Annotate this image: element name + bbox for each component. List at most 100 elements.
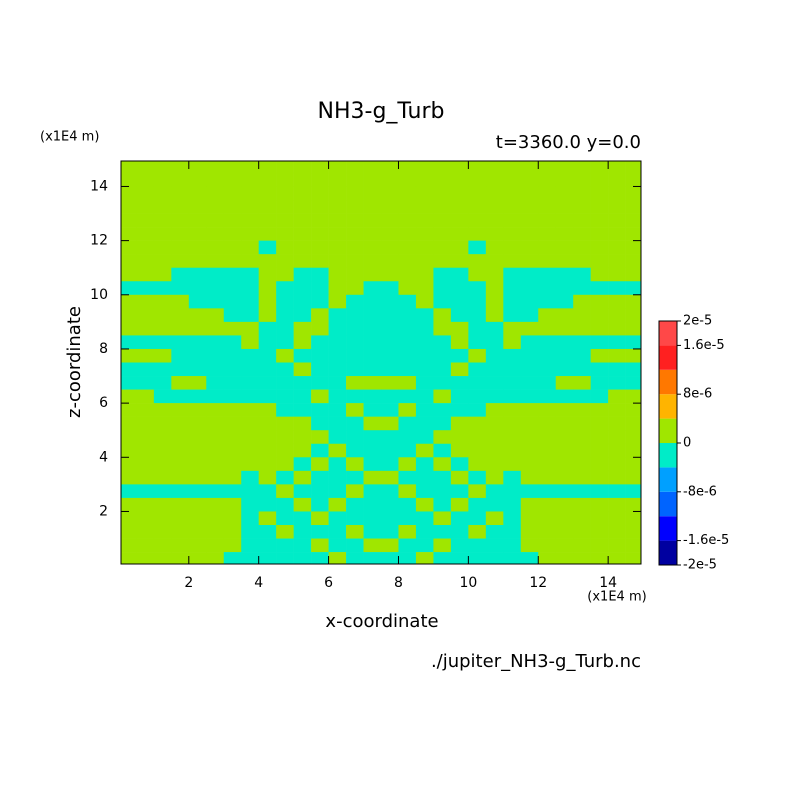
contour-cell [121, 457, 137, 472]
colorbar-swatch [659, 540, 677, 565]
contour-cell [363, 213, 382, 228]
contour-cell [293, 403, 312, 417]
contour-cell [171, 308, 190, 323]
contour-cell [608, 525, 626, 539]
contour-cell [468, 457, 487, 472]
contour-cell [241, 538, 259, 553]
contour-cell [311, 267, 329, 282]
contour-cell [153, 267, 172, 282]
contour-cell [538, 430, 557, 445]
contour-cell [555, 281, 574, 296]
contour-cell [485, 161, 504, 174]
contour-cell [415, 267, 434, 282]
contour-cell [363, 254, 382, 269]
contour-cell [206, 227, 225, 241]
contour-cell [415, 227, 434, 241]
contour-cell [206, 213, 225, 228]
contour-cell [153, 335, 172, 350]
contour-cell [433, 254, 452, 269]
contour-cell [153, 497, 172, 512]
contour-cell [608, 376, 626, 390]
contour-cell [485, 484, 504, 499]
contour-cell [590, 457, 609, 472]
contour-cell [153, 376, 172, 390]
contour-cell [188, 430, 207, 445]
contour-cell [450, 161, 469, 174]
contour-cell [450, 389, 469, 404]
contour-cell [171, 552, 190, 564]
contour-cell [538, 511, 557, 526]
contour-cell [311, 497, 329, 512]
contour-cell [276, 552, 294, 564]
contour-cell [241, 161, 259, 174]
contour-cell [206, 240, 225, 255]
contour-cell [293, 430, 312, 445]
contour-cell [398, 335, 417, 350]
contour-cell [381, 470, 399, 485]
contour-cell [136, 484, 155, 499]
contour-cell [363, 376, 382, 390]
contour-cell [311, 240, 329, 255]
contour-cell [381, 362, 399, 377]
contour-cell [328, 200, 347, 214]
contour-cell [590, 281, 609, 296]
contour-cell [590, 321, 609, 336]
contour-cell [625, 470, 641, 485]
contour-cell [363, 362, 382, 377]
contour-cell [468, 267, 487, 282]
contour-cell [415, 430, 434, 445]
x-tick-label: 6 [324, 575, 333, 591]
contour-cell [538, 416, 557, 431]
contour-cell [538, 227, 557, 241]
contour-cell [503, 172, 522, 187]
contour-cell [433, 376, 452, 390]
contour-cell [468, 376, 487, 390]
contour-cell [555, 172, 574, 187]
contour-cell [450, 172, 469, 187]
contour-cell [328, 186, 347, 201]
contour-cell [258, 335, 277, 350]
contour-cell [590, 335, 609, 350]
contour-cell [311, 186, 329, 201]
contour-cell [363, 470, 382, 485]
contour-cell [276, 403, 294, 417]
contour-cell [398, 254, 417, 269]
contour-cell [415, 552, 434, 564]
contour-cell [555, 511, 574, 526]
contour-cell [223, 335, 242, 350]
contour-cell [415, 389, 434, 404]
contour-cell [258, 376, 277, 390]
contour-cell [206, 416, 225, 431]
contour-cell [241, 470, 259, 485]
contour-cell [206, 335, 225, 350]
contour-cell [311, 294, 329, 309]
contour-cell [258, 511, 277, 526]
contour-cell [136, 294, 155, 309]
contour-cell [503, 443, 522, 458]
contour-cell [573, 321, 591, 336]
contour-cell [223, 213, 242, 228]
contour-cell [573, 267, 591, 282]
contour-cell [625, 416, 641, 431]
contour-cell [538, 443, 557, 458]
contour-cell [311, 457, 329, 472]
contour-cell [188, 200, 207, 214]
contour-cell [363, 525, 382, 539]
contour-cell [363, 511, 382, 526]
contour-cell [171, 470, 190, 485]
contour-cell [608, 335, 626, 350]
contour-cell [136, 511, 155, 526]
contour-cell [171, 240, 190, 255]
contour-cell [398, 497, 417, 512]
contour-cell [136, 348, 155, 363]
contour-cell [520, 254, 539, 269]
contour-cell [485, 281, 504, 296]
contour-cell [136, 362, 155, 377]
contour-cell [153, 389, 172, 404]
contour-cell [153, 294, 172, 309]
contour-cell [590, 416, 609, 431]
contour-cell [625, 430, 641, 445]
contour-cell [346, 484, 364, 499]
contour-cell [136, 552, 155, 564]
contour-cell [433, 335, 452, 350]
